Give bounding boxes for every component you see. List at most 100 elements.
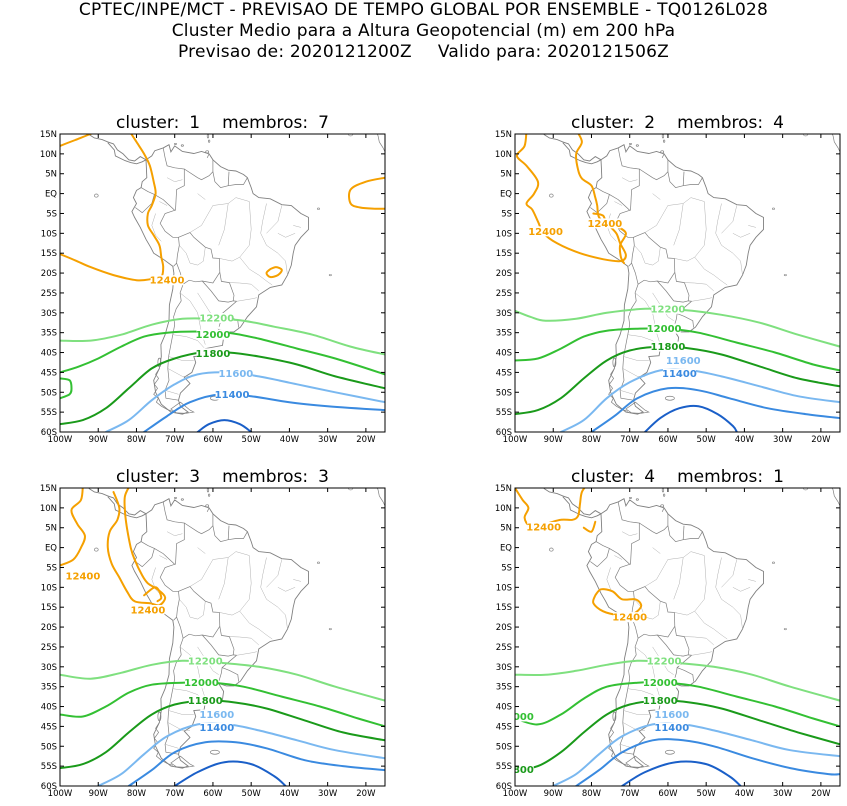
lat-label: 35S: [41, 683, 57, 693]
lat-label: EQ: [500, 544, 512, 554]
lat-label: 10N: [40, 504, 57, 514]
country-border: [140, 541, 176, 565]
country-border: [656, 626, 690, 657]
state-border: [197, 547, 206, 554]
lat-label: 15N: [40, 484, 57, 494]
central-america-coastline: [107, 496, 147, 519]
lon-label: 80W: [127, 435, 147, 445]
lon-label: 70W: [620, 789, 640, 799]
lat-label: 40S: [41, 703, 57, 713]
contour-label: 12000: [196, 330, 231, 341]
country-border: [676, 667, 694, 682]
state-border: [732, 233, 751, 238]
country-border: [676, 313, 694, 328]
map-svg: 12400 12400 12200 12000 11800 11600 11400 000 80…: [495, 480, 841, 799]
state-border: [239, 611, 273, 640]
country-border: [667, 525, 703, 542]
country-border: [206, 153, 210, 158]
country-border: [656, 272, 690, 303]
lon-label: 60W: [658, 435, 678, 445]
contour-label: 12400: [131, 605, 166, 616]
lat-label: 10S: [496, 229, 512, 239]
lat-label: 60S: [41, 782, 57, 792]
forecast-date: Previsao de: 2020121200Z: [177, 42, 412, 62]
lon-label: 30W: [773, 435, 793, 445]
country-border: [176, 232, 221, 285]
lat-label: 10S: [41, 583, 57, 593]
lon-label: 60W: [658, 789, 678, 799]
lat-label: 20S: [496, 269, 512, 279]
lon-label: 20W: [356, 435, 376, 445]
contour-line: [60, 350, 385, 426]
map-svg: 12400 12400 12200 12000 11800 11600 11400 15N 10…: [40, 484, 386, 799]
island: [806, 480, 810, 483]
island: [783, 627, 787, 631]
africa-coastline: [834, 141, 840, 153]
island: [612, 711, 617, 722]
africa-coastline: [376, 488, 380, 496]
state-border: [673, 557, 684, 600]
tierra-del-fuego: [170, 401, 195, 414]
country-border: [617, 147, 640, 211]
lon-label: 30W: [318, 435, 338, 445]
fjord-coast: [608, 722, 628, 766]
map-svg: 12400 12400 12200 12000 11800 11600 11400 15N 10…: [495, 126, 841, 445]
contour-label: 12400: [587, 219, 622, 230]
contour-label-bg: [666, 355, 700, 366]
state-border: [189, 559, 214, 587]
membros-number: 1: [773, 467, 784, 487]
country-border: [227, 171, 230, 186]
state-border: [634, 245, 661, 266]
contour-label-bg: [200, 722, 234, 733]
tierra-del-fuego: [625, 401, 650, 414]
country-border: [164, 284, 184, 401]
island: [206, 488, 210, 493]
contour-label-bg: [215, 389, 249, 400]
lon-label: 20W: [811, 789, 831, 799]
contour-line: [575, 738, 840, 786]
island: [205, 504, 210, 508]
contour-line: [173, 760, 287, 786]
header-line-1: CPTEC/INPE/MCT - PREVISAO DE TEMPO GLOBA…: [78, 0, 769, 20]
country-border: [201, 272, 235, 303]
island: [166, 116, 180, 121]
contour-label-bg: [219, 368, 253, 379]
contour-label: 12400: [66, 572, 101, 583]
country-border: [639, 513, 669, 535]
map-frame: [514, 133, 841, 433]
map-svg: 12400 12200 12000 11800 11600 11400 15N 10N 5N EQ…: [40, 116, 386, 445]
lon-label: 40W: [735, 435, 755, 445]
state-border: [667, 197, 705, 206]
country-border: [135, 194, 155, 214]
africa-coastline: [379, 141, 385, 153]
state-border: [165, 744, 179, 749]
state-border: [623, 710, 649, 715]
state-border: [260, 557, 267, 600]
contour-label-bg: [651, 303, 685, 314]
cluster-number: 4: [644, 467, 656, 487]
contour-label: 12200: [647, 656, 682, 667]
lat-label: 35S: [496, 329, 512, 339]
lat-label: 10S: [496, 583, 512, 593]
contour-label-bg: [188, 655, 222, 666]
state-border: [179, 599, 206, 620]
lon-label: 60W: [203, 435, 223, 445]
membros-label: membros:: [222, 467, 309, 487]
membros-number: 7: [318, 113, 329, 133]
map-layer: 12400 12400 12200 12000 11800 11600 11400: [60, 488, 385, 786]
contour-label: 12200: [199, 313, 234, 324]
contour-label: 11600: [666, 356, 701, 367]
contour-label-bg: [66, 571, 100, 582]
contour-label-bg: [188, 695, 222, 706]
lat-label: 15S: [496, 603, 512, 613]
island: [806, 126, 810, 129]
state-border: [159, 201, 168, 206]
lon-label: 50W: [697, 435, 717, 445]
lat-label: 10N: [495, 504, 512, 514]
panel-cluster-3: cluster: 3 membros: 3 12400 12400 12200 12000 11…: [0, 466, 386, 806]
contour-label-bg: [655, 722, 689, 733]
tierra-del-fuego: [625, 755, 650, 768]
contour-label-bg: [515, 711, 534, 722]
state-border: [620, 390, 634, 395]
contour-label-bg: [647, 655, 681, 666]
